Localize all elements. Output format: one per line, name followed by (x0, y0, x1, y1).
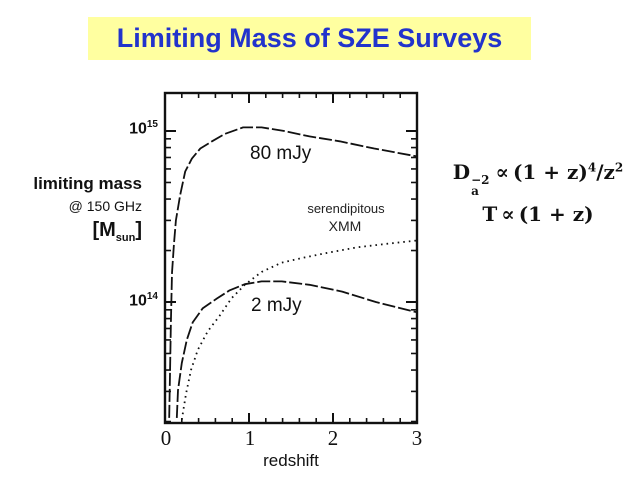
eq2-lhs: T (482, 201, 498, 226)
y-axis-annotation: limiting mass @ 150 GHz [Msun] (0, 174, 142, 244)
eq1-superscript: −2 (471, 173, 490, 187)
y-tick-label-1e15: 1015 (98, 119, 158, 138)
frequency-label: @ 150 GHz (68, 197, 142, 214)
eq1-rhs-divisor-exponent: 2 (614, 160, 624, 175)
eq1-subscript: a (471, 183, 479, 198)
x-axis-title: redshift (263, 451, 319, 470)
eq1-rhs-divisor: /z (596, 160, 615, 184)
y-tick-base: 10 (129, 292, 147, 310)
limiting-mass-label: limiting mass (33, 174, 142, 193)
y-tick-label-1e14: 1014 (98, 291, 158, 310)
curve-label-xmm: XMM (328, 218, 362, 234)
mass-units-sub: sun (115, 232, 136, 245)
eq1-subsup: −2 a (471, 173, 490, 198)
slide-title: Limiting Mass of SZE Surveys (116, 23, 503, 53)
x-tick-label-3: 3 (411, 426, 423, 450)
eq1-lhs: D (452, 160, 471, 184)
curve-serendipitous-xmm (180, 239, 418, 420)
mass-units-open: [M (92, 219, 116, 242)
proportional-symbol: ∝ (501, 201, 515, 226)
x-tick-label-2: 2 (327, 426, 339, 450)
equation-temperature: T ∝ (1 + z) (436, 201, 640, 226)
y-tick-base: 10 (129, 120, 147, 138)
eq1-rhs-exponent: 4 (587, 160, 597, 175)
eq1-rhs-group: (1 + z) (512, 160, 588, 184)
eq2-rhs: (1 + z) (518, 201, 594, 226)
x-tick-label-0: 0 (160, 426, 172, 450)
y-tick-exponent: 15 (146, 119, 158, 130)
x-tick-label-1: 1 (244, 426, 256, 450)
curve-label-serendipitous: serendipitous (307, 201, 385, 216)
proportional-symbol: ∝ (495, 160, 509, 184)
title-banner: Limiting Mass of SZE Surveys (88, 17, 531, 60)
y-tick-exponent: 14 (146, 291, 158, 302)
equation-angular-distance: D −2 a ∝ (1 + z)4/z2 (436, 160, 640, 198)
curve-label-2mjy: 2 mJy (251, 295, 302, 316)
curve-80-mjy (168, 126, 418, 418)
curve-2-mjy (175, 280, 418, 418)
curve-label-80mjy: 80 mJy (250, 143, 312, 164)
mass-units-close: ] (135, 219, 142, 242)
equations-block: D −2 a ∝ (1 + z)4/z2 T ∝ (1 + z) (436, 160, 640, 226)
mass-units-label: [Msun] (0, 219, 142, 244)
